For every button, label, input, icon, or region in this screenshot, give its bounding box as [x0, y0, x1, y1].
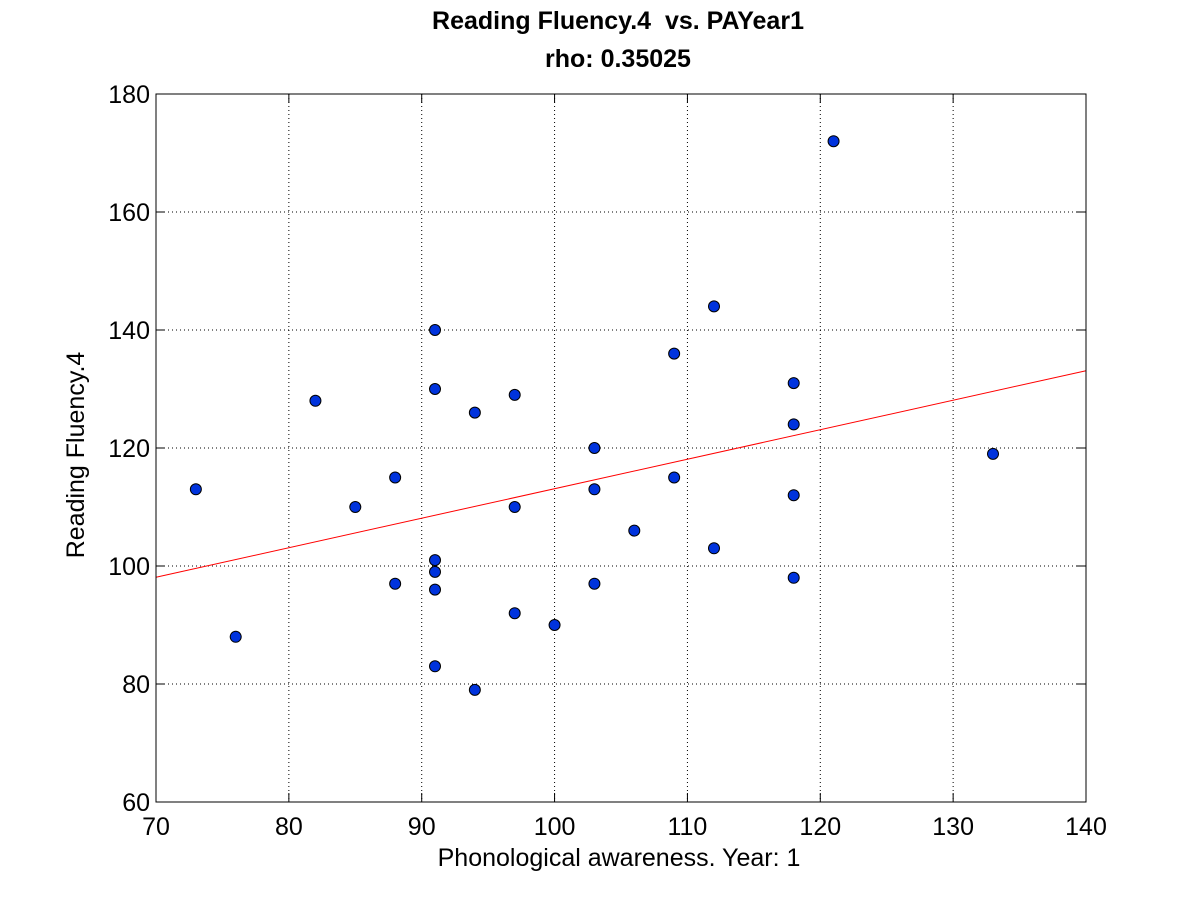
data-point: [668, 347, 681, 360]
data-point: [668, 471, 681, 484]
data-point: [508, 501, 521, 513]
x-tick-label: 100: [534, 813, 576, 841]
data-point: [389, 577, 402, 590]
x-axis-label: Phonological awareness. Year: 1: [438, 844, 801, 872]
y-axis-label: Reading Fluency.4: [62, 352, 90, 559]
data-point: [429, 324, 441, 336]
data-points: [189, 135, 999, 696]
x-tick-label: 90: [408, 813, 436, 841]
y-tick-label: 160: [108, 199, 150, 227]
data-point: [429, 554, 441, 567]
data-point: [229, 630, 242, 643]
y-tick-label: 120: [108, 435, 150, 463]
data-point: [548, 619, 561, 631]
data-point: [508, 607, 521, 620]
data-point: [787, 377, 800, 390]
data-point: [429, 583, 441, 596]
data-point: [588, 442, 601, 454]
data-point: [588, 483, 601, 496]
x-tick-labels: 70 80 90 100 110 120 130 140: [142, 813, 1107, 841]
data-point: [787, 571, 800, 584]
data-point: [708, 542, 720, 555]
data-point: [628, 524, 641, 537]
x-tick-label: 80: [275, 813, 303, 841]
axis-ticks: [155, 93, 1087, 803]
data-point: [349, 501, 362, 513]
y-tick-label: 180: [108, 81, 150, 109]
data-point: [309, 394, 322, 407]
x-tick-label: 110: [667, 813, 707, 841]
y-tick-labels: 60 80 100 120 140 160 180: [108, 81, 150, 817]
y-tick-label: 60: [122, 789, 150, 817]
data-point: [429, 383, 441, 395]
y-tick-label: 140: [108, 317, 150, 345]
data-point: [787, 489, 800, 502]
data-point: [827, 135, 840, 148]
data-point: [468, 406, 481, 419]
x-tick-label: 70: [142, 813, 170, 841]
x-tick-label: 130: [932, 813, 974, 841]
chart-subtitle: rho: 0.35025: [545, 45, 691, 73]
y-tick-label: 80: [122, 671, 150, 699]
data-point: [429, 565, 441, 578]
y-tick-label: 100: [108, 553, 150, 581]
chart-title: Reading Fluency.4 vs. PAYear1: [432, 7, 804, 35]
data-point: [588, 577, 601, 590]
data-point: [987, 447, 999, 460]
x-tick-label: 120: [799, 813, 841, 841]
fit-line-layer: [155, 370, 1087, 578]
x-tick-label: 140: [1065, 813, 1107, 841]
data-point: [389, 471, 402, 484]
data-point: [189, 483, 202, 496]
grid-lines: [156, 94, 1086, 802]
data-point: [429, 660, 441, 673]
data-point: [708, 300, 720, 313]
data-point: [508, 388, 521, 401]
data-point: [468, 683, 481, 696]
regression-line: [155, 370, 1087, 578]
data-point: [787, 418, 800, 431]
